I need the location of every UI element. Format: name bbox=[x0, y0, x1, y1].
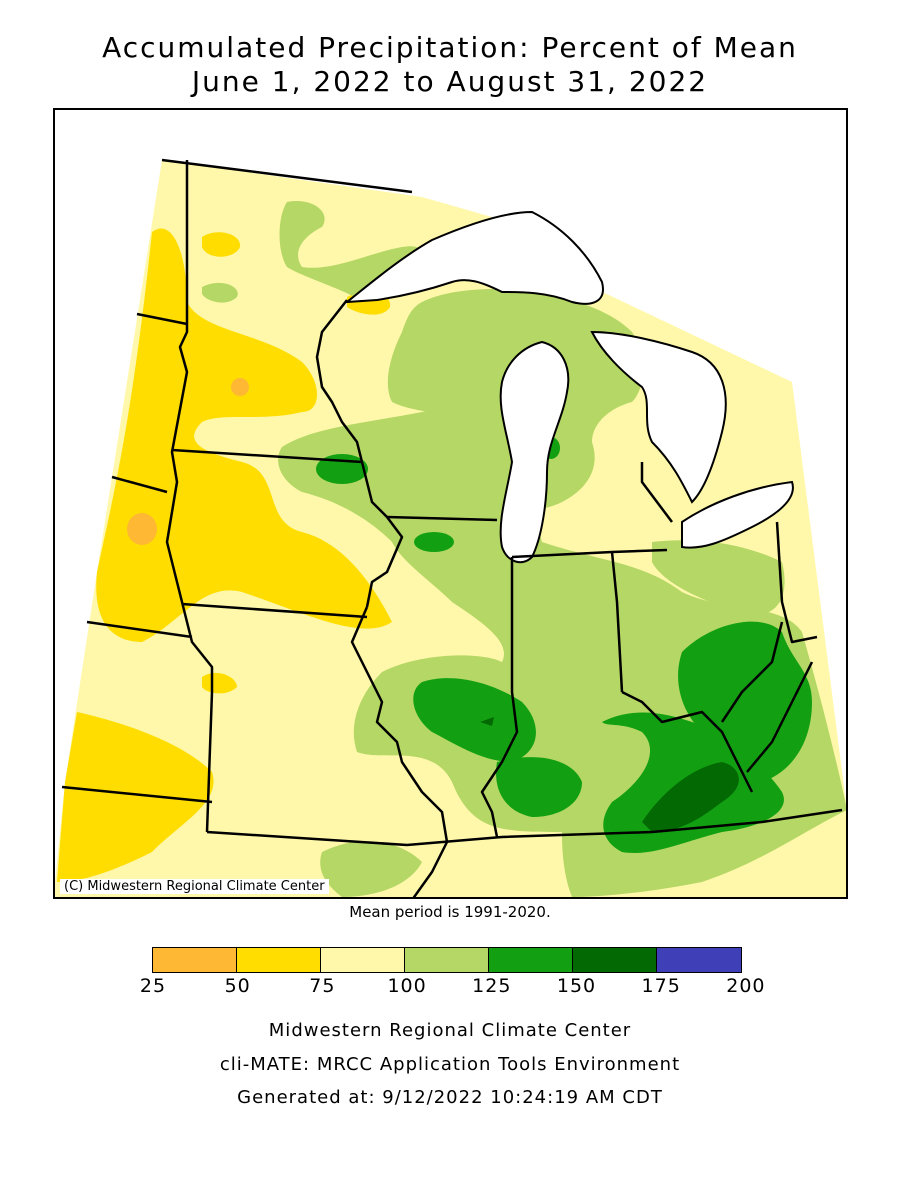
legend-swatch-75-100 bbox=[321, 948, 405, 972]
lake-superior bbox=[343, 210, 604, 305]
copyright-label: (C) Midwestern Regional Climate Center bbox=[60, 879, 329, 894]
legend-tick-150: 150 bbox=[556, 975, 597, 997]
legend-swatch-125-150 bbox=[489, 948, 573, 972]
map-region-dry-west bbox=[96, 228, 392, 642]
precipitation-map: (C) Midwestern Regional Climate Center bbox=[53, 108, 848, 899]
map-region-wet-southcentral bbox=[320, 841, 422, 897]
legend-swatch-50-75 bbox=[237, 948, 321, 972]
legend-tick-25: 25 bbox=[139, 975, 167, 997]
mean-period-note: Mean period is 1991-2020. bbox=[349, 903, 551, 921]
map-region-very-wet-kentucky-w bbox=[496, 757, 582, 817]
legend-swatch-100-125 bbox=[405, 948, 489, 972]
map-region-dry-north bbox=[202, 232, 241, 257]
map-region-extreme-wet bbox=[642, 762, 739, 832]
legend-tick-labels: 25 50 75 100 125 150 175 200 bbox=[0, 975, 900, 999]
map-region-very-dry-1 bbox=[231, 378, 249, 396]
lake-huron bbox=[590, 330, 727, 504]
map-region-wet-north-2 bbox=[202, 282, 238, 303]
map-region-dry-southwest bbox=[57, 712, 214, 882]
map-region-very-wet-2 bbox=[414, 532, 454, 552]
legend-tick-200: 200 bbox=[726, 975, 766, 997]
legend-tick-125: 125 bbox=[472, 975, 512, 997]
legend-swatch-25-50 bbox=[153, 948, 237, 972]
map-region-wet-east bbox=[652, 540, 785, 615]
legend-color-bar bbox=[152, 947, 742, 973]
map-region-very-dry-2 bbox=[127, 513, 157, 545]
map-title: Accumulated Precipitation: Percent of Me… bbox=[102, 31, 798, 64]
map-region-very-wet-illinois bbox=[413, 678, 536, 762]
map-date-range: June 1, 2022 to August 31, 2022 bbox=[191, 65, 709, 98]
legend-swatch-150-175 bbox=[573, 948, 657, 972]
footer-generated-time: Generated at: 9/12/2022 10:24:19 AM CDT bbox=[237, 1087, 663, 1108]
legend-swatch-175-200 bbox=[657, 948, 741, 972]
legend-tick-75: 75 bbox=[309, 975, 336, 997]
footer-tool-name: cli-MATE: MRCC Application Tools Environ… bbox=[219, 1054, 681, 1075]
lake-michigan bbox=[499, 340, 570, 564]
lake-erie bbox=[681, 480, 794, 549]
legend-tick-50: 50 bbox=[224, 975, 251, 997]
footer-organization: Midwestern Regional Climate Center bbox=[268, 1020, 632, 1041]
state-boundaries bbox=[61, 158, 843, 897]
legend-tick-100: 100 bbox=[387, 975, 427, 997]
map-region-extreme-wet-small bbox=[480, 717, 494, 726]
legend-tick-175: 175 bbox=[641, 975, 681, 997]
